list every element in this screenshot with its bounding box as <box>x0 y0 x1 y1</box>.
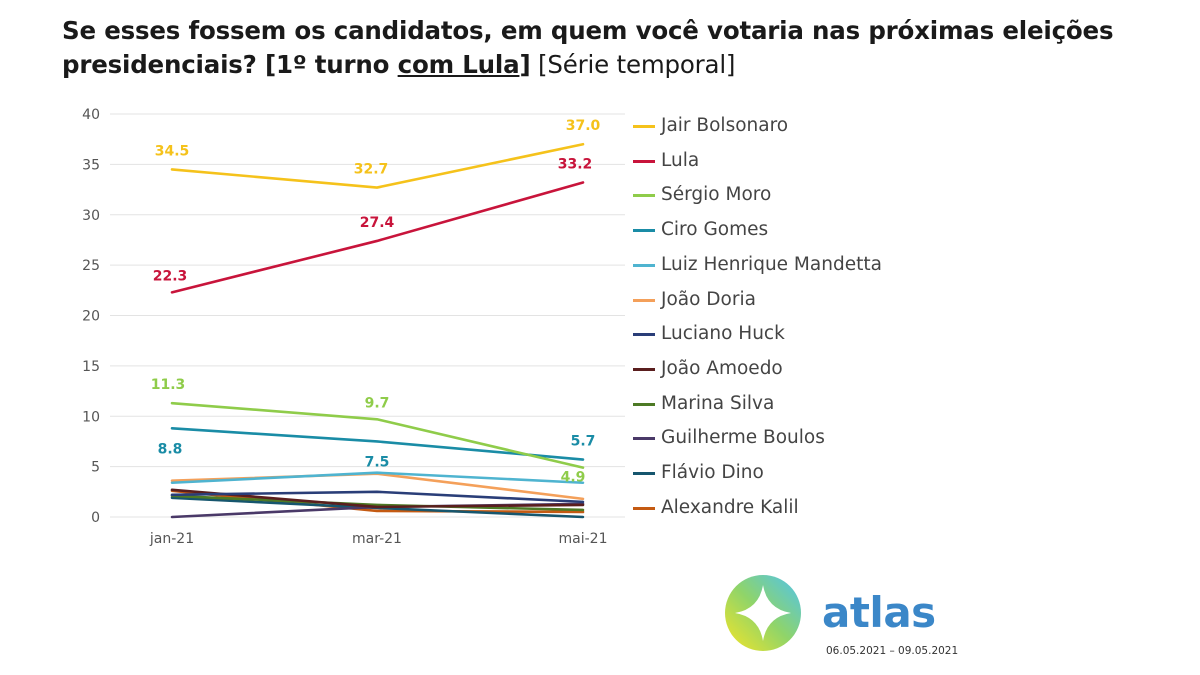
legend-label: Alexandre Kalil <box>661 496 799 518</box>
legend-swatch <box>633 125 655 128</box>
series-line <box>170 488 585 509</box>
legend-label: João Doria <box>661 288 756 310</box>
legend-swatch <box>633 263 655 267</box>
series-line <box>170 427 585 461</box>
data-label: 34.5 <box>155 143 190 159</box>
legend-swatch <box>633 506 655 510</box>
legend-label: Flávio Dino <box>661 462 764 483</box>
series-line <box>170 490 585 504</box>
legend-label: Lula <box>661 149 700 171</box>
data-label: 4.9 <box>561 470 586 486</box>
legend-label: Luiz Henrique Mandetta <box>661 253 882 275</box>
data-label: 33.2 <box>558 157 593 173</box>
legend-swatch <box>633 229 655 233</box>
y-tick-label: 25 <box>82 258 100 274</box>
x-tick-label: mar-21 <box>352 531 402 547</box>
legend-label: Marina Silva <box>661 392 775 414</box>
brand-name: atlas <box>822 588 936 637</box>
legend-label: Sérgio Moro <box>661 184 772 206</box>
chart-title: Se esses fossem os candidatos, em quem v… <box>62 14 1122 82</box>
data-label: 27.4 <box>360 215 395 231</box>
series-line <box>170 401 585 469</box>
series-line <box>170 181 585 294</box>
survey-dates: 06.05.2021 – 09.05.2021 <box>826 645 959 657</box>
legend-label: Guilherme Boulos <box>661 427 825 449</box>
data-label: 37.0 <box>566 118 601 134</box>
y-tick-label: 10 <box>82 409 100 425</box>
data-label: 22.3 <box>153 268 188 284</box>
data-label: 11.3 <box>151 377 186 393</box>
series-line <box>170 142 585 189</box>
legend-swatch <box>633 472 655 475</box>
x-tick-label: jan-21 <box>149 531 194 547</box>
legend-swatch <box>633 437 655 441</box>
data-label: 8.8 <box>158 441 183 457</box>
y-tick-label: 35 <box>82 157 100 173</box>
legend-swatch <box>633 194 655 198</box>
x-tick-label: mai-21 <box>559 531 608 547</box>
series-line <box>170 494 585 512</box>
legend-label: Ciro Gomes <box>661 219 769 241</box>
legend-swatch <box>633 367 655 371</box>
series-line <box>170 471 585 485</box>
legend-label: Luciano Huck <box>661 323 785 345</box>
legend-label: Jair Bolsonaro <box>661 115 789 136</box>
data-label: 7.5 <box>365 454 390 470</box>
data-label: 5.7 <box>571 434 596 450</box>
legend-swatch <box>633 333 655 337</box>
y-tick-label: 40 <box>82 107 100 123</box>
legend-swatch <box>633 402 655 406</box>
legend-swatch <box>633 159 655 163</box>
series-line <box>170 489 585 514</box>
data-label: 9.7 <box>365 395 390 411</box>
y-tick-label: 0 <box>91 510 100 526</box>
data-label: 32.7 <box>354 162 389 178</box>
legend-label: João Amoedo <box>661 357 783 379</box>
title-part2: ] <box>519 50 531 79</box>
atlas-logo-icon <box>725 575 801 651</box>
y-tick-label: 15 <box>82 359 100 375</box>
title-suffix: [Série temporal] <box>530 50 736 79</box>
y-tick-label: 5 <box>91 460 100 476</box>
title-underlined: com Lula <box>397 50 520 79</box>
y-tick-label: 20 <box>82 309 100 325</box>
title-part1: Se esses fossem os candidatos, em quem v… <box>62 16 1114 79</box>
y-tick-label: 30 <box>82 208 100 224</box>
legend-swatch <box>633 298 655 302</box>
